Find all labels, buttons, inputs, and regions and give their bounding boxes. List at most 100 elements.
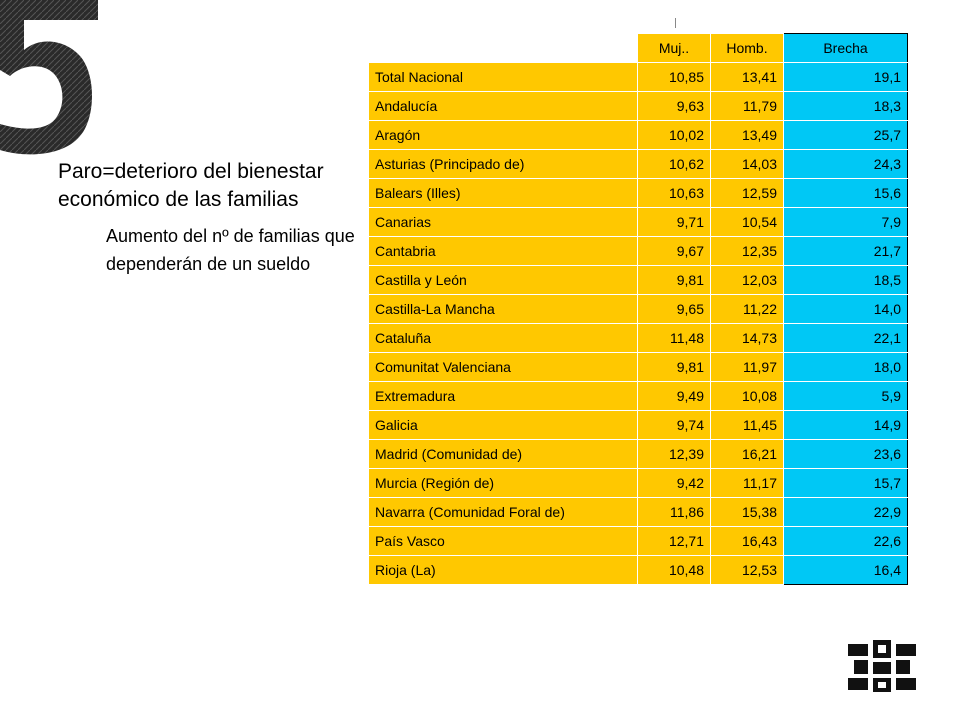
mujeres-cell: 10,02 [637, 120, 711, 150]
mujeres-cell: 11,86 [637, 497, 711, 527]
region-cell: Asturias (Principado de) [368, 149, 638, 179]
hombres-cell: 11,79 [710, 91, 784, 121]
mujeres-cell: 9,65 [637, 294, 711, 324]
hombres-cell: 16,21 [710, 439, 784, 469]
brecha-cell: 21,7 [783, 236, 908, 266]
numeral-5-graphic [0, 0, 98, 155]
hombres-cell: 13,41 [710, 62, 784, 92]
brecha-cell: 23,6 [783, 439, 908, 469]
brecha-cell: 19,1 [783, 62, 908, 92]
hombres-cell: 14,03 [710, 149, 784, 179]
mujeres-cell: 9,81 [637, 265, 711, 295]
table-row: Comunitat Valenciana 9,81 11,97 18,0 [368, 352, 908, 382]
header-brecha: Brecha [783, 33, 908, 63]
region-cell: Aragón [368, 120, 638, 150]
table-row: País Vasco 12,71 16,43 22,6 [368, 526, 908, 556]
region-cell: Castilla-La Mancha [368, 294, 638, 324]
table-row: Cantabria 9,67 12,35 21,7 [368, 236, 908, 266]
tick-mark [675, 18, 676, 28]
region-cell: Madrid (Comunidad de) [368, 439, 638, 469]
brecha-cell: 15,6 [783, 178, 908, 208]
hombres-cell: 16,43 [710, 526, 784, 556]
table-row: Balears (Illes) 10,63 12,59 15,6 [368, 178, 908, 208]
table-row: Cataluña 11,48 14,73 22,1 [368, 323, 908, 353]
text-block: Paro=deterioro del bienestar económico d… [58, 158, 358, 278]
brecha-cell: 22,9 [783, 497, 908, 527]
mujeres-cell: 10,62 [637, 149, 711, 179]
mujeres-cell: 10,63 [637, 178, 711, 208]
mujeres-cell: 9,74 [637, 410, 711, 440]
mujeres-cell: 9,49 [637, 381, 711, 411]
mujeres-cell: 9,63 [637, 91, 711, 121]
header-homb: Homb. [710, 33, 784, 63]
region-cell: Cantabria [368, 236, 638, 266]
header-muj: Muj.. [637, 33, 711, 63]
hombres-cell: 10,08 [710, 381, 784, 411]
mujeres-cell: 10,85 [637, 62, 711, 92]
table-row: Extremadura 9,49 10,08 5,9 [368, 381, 908, 411]
region-cell: Total Nacional [368, 62, 638, 92]
header-row: Muj.. Homb. Brecha [368, 33, 908, 63]
mujeres-cell: 12,71 [637, 526, 711, 556]
brecha-cell: 14,9 [783, 410, 908, 440]
hombres-cell: 11,45 [710, 410, 784, 440]
mujeres-cell: 11,48 [637, 323, 711, 353]
region-cell: Extremadura [368, 381, 638, 411]
brecha-cell: 7,9 [783, 207, 908, 237]
table-row: Murcia (Región de) 9,42 11,17 15,7 [368, 468, 908, 498]
unemployment-table: Muj.. Homb. Brecha Total Nacional 10,85 13… [368, 33, 908, 585]
hombres-cell: 10,54 [710, 207, 784, 237]
brecha-cell: 18,5 [783, 265, 908, 295]
table-row: Madrid (Comunidad de) 12,39 16,21 23,6 [368, 439, 908, 469]
table-row: Castilla y León 9,81 12,03 18,5 [368, 265, 908, 295]
brecha-cell: 22,6 [783, 526, 908, 556]
brecha-cell: 14,0 [783, 294, 908, 324]
table-row: Andalucía 9,63 11,79 18,3 [368, 91, 908, 121]
brecha-cell: 15,7 [783, 468, 908, 498]
table-row: Aragón 10,02 13,49 25,7 [368, 120, 908, 150]
hombres-cell: 11,97 [710, 352, 784, 382]
region-cell: Murcia (Región de) [368, 468, 638, 498]
brecha-cell: 22,1 [783, 323, 908, 353]
hombres-cell: 15,38 [710, 497, 784, 527]
region-cell: País Vasco [368, 526, 638, 556]
table-row: Navarra (Comunidad Foral de) 11,86 15,38 22… [368, 497, 908, 527]
hombres-cell: 13,49 [710, 120, 784, 150]
hombres-cell: 12,53 [710, 555, 784, 585]
brecha-cell: 18,3 [783, 91, 908, 121]
header-corner [368, 33, 638, 63]
table-row: Asturias (Principado de) 10,62 14,03 24,3 [368, 149, 908, 179]
sub-bullet-text: Aumento del nº de familias que dependerá… [106, 226, 355, 274]
table-row: Galicia 9,74 11,45 14,9 [368, 410, 908, 440]
brecha-cell: 5,9 [783, 381, 908, 411]
region-cell: Rioja (La) [368, 555, 638, 585]
hombres-cell: 12,35 [710, 236, 784, 266]
region-cell: Cataluña [368, 323, 638, 353]
region-cell: Comunitat Valenciana [368, 352, 638, 382]
table-row: Canarias 9,71 10,54 7,9 [368, 207, 908, 237]
mujeres-cell: 12,39 [637, 439, 711, 469]
hombres-cell: 12,03 [710, 265, 784, 295]
brecha-cell: 25,7 [783, 120, 908, 150]
region-cell: Galicia [368, 410, 638, 440]
mujeres-cell: 9,71 [637, 207, 711, 237]
university-logo [848, 640, 916, 692]
mujeres-cell: 9,67 [637, 236, 711, 266]
brecha-cell: 24,3 [783, 149, 908, 179]
hombres-cell: 14,73 [710, 323, 784, 353]
mujeres-cell: 9,81 [637, 352, 711, 382]
region-cell: Andalucía [368, 91, 638, 121]
region-cell: Navarra (Comunidad Foral de) [368, 497, 638, 527]
table-row: Total Nacional 10,85 13,41 19,1 [368, 62, 908, 92]
brecha-cell: 16,4 [783, 555, 908, 585]
region-cell: Castilla y León [368, 265, 638, 295]
hombres-cell: 11,17 [710, 468, 784, 498]
mujeres-cell: 9,42 [637, 468, 711, 498]
region-cell: Balears (Illes) [368, 178, 638, 208]
hombres-cell: 12,59 [710, 178, 784, 208]
table-row: Castilla-La Mancha 9,65 11,22 14,0 [368, 294, 908, 324]
region-cell: Canarias [368, 207, 638, 237]
hombres-cell: 11,22 [710, 294, 784, 324]
mujeres-cell: 10,48 [637, 555, 711, 585]
brecha-cell: 18,0 [783, 352, 908, 382]
